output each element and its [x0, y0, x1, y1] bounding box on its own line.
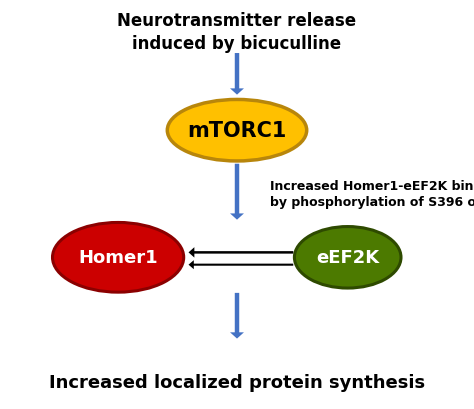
Text: Increased localized protein synthesis: Increased localized protein synthesis	[49, 373, 425, 391]
Ellipse shape	[53, 223, 184, 292]
Text: mTORC1: mTORC1	[187, 121, 287, 141]
Text: eEF2K: eEF2K	[316, 249, 379, 267]
Text: Increased Homer1-eEF2K binding
by phosphorylation of S396 on eEF2K: Increased Homer1-eEF2K binding by phosph…	[270, 180, 474, 209]
Ellipse shape	[167, 100, 307, 162]
Text: Neurotransmitter release
induced by bicuculline: Neurotransmitter release induced by bicu…	[118, 12, 356, 53]
Text: Homer1: Homer1	[78, 249, 158, 267]
Ellipse shape	[294, 227, 401, 288]
